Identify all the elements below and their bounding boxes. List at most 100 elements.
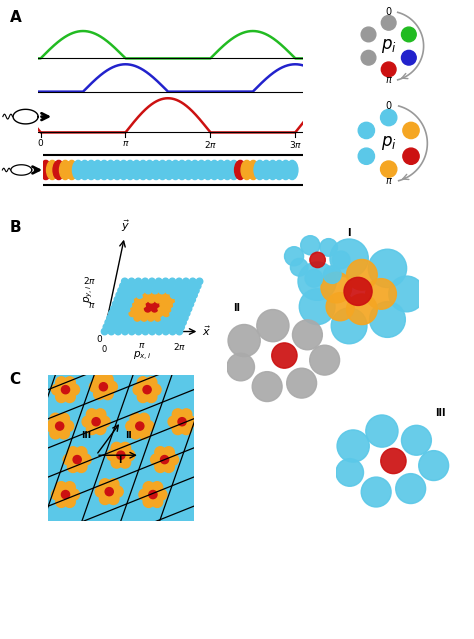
Circle shape xyxy=(182,314,188,321)
Circle shape xyxy=(64,392,75,403)
Circle shape xyxy=(119,457,131,468)
Circle shape xyxy=(178,324,184,330)
Text: $p_{y,i}$: $p_{y,i}$ xyxy=(82,285,95,304)
Circle shape xyxy=(381,62,396,77)
Text: $\vec{y}$: $\vec{y}$ xyxy=(121,219,130,235)
Circle shape xyxy=(108,493,119,505)
Circle shape xyxy=(261,160,272,180)
Circle shape xyxy=(139,319,146,326)
Circle shape xyxy=(161,456,169,464)
Circle shape xyxy=(119,301,126,307)
Circle shape xyxy=(168,314,174,321)
Circle shape xyxy=(280,160,292,180)
Circle shape xyxy=(137,377,148,388)
Circle shape xyxy=(133,384,144,395)
Circle shape xyxy=(139,301,146,307)
Circle shape xyxy=(143,385,151,394)
Circle shape xyxy=(111,160,123,180)
Circle shape xyxy=(138,428,150,439)
Circle shape xyxy=(85,160,97,180)
Circle shape xyxy=(381,449,406,473)
Text: II: II xyxy=(125,431,132,440)
Circle shape xyxy=(55,422,64,430)
Circle shape xyxy=(126,301,132,307)
Circle shape xyxy=(156,310,163,316)
Circle shape xyxy=(165,288,172,294)
Circle shape xyxy=(320,238,337,256)
Circle shape xyxy=(157,292,163,298)
Circle shape xyxy=(56,392,67,403)
Circle shape xyxy=(128,278,135,284)
Circle shape xyxy=(175,314,181,321)
Circle shape xyxy=(194,282,201,289)
Circle shape xyxy=(58,428,69,439)
Circle shape xyxy=(172,305,178,312)
Circle shape xyxy=(241,160,253,180)
Circle shape xyxy=(143,292,150,298)
Circle shape xyxy=(158,305,164,312)
Circle shape xyxy=(114,296,121,303)
Circle shape xyxy=(182,160,194,180)
Text: A: A xyxy=(9,10,21,24)
Circle shape xyxy=(164,292,170,298)
Circle shape xyxy=(95,409,106,420)
Circle shape xyxy=(107,314,113,321)
Circle shape xyxy=(323,266,341,284)
Circle shape xyxy=(127,314,134,321)
Circle shape xyxy=(56,482,67,493)
Circle shape xyxy=(116,292,122,298)
Circle shape xyxy=(396,473,426,504)
Circle shape xyxy=(321,272,352,303)
Circle shape xyxy=(179,288,185,294)
Circle shape xyxy=(95,486,106,497)
Circle shape xyxy=(159,319,166,326)
Circle shape xyxy=(162,278,169,284)
Circle shape xyxy=(174,282,181,289)
Circle shape xyxy=(64,377,75,388)
Circle shape xyxy=(140,282,146,289)
Circle shape xyxy=(145,305,151,312)
Circle shape xyxy=(63,420,73,431)
Circle shape xyxy=(80,454,91,465)
Circle shape xyxy=(129,310,136,316)
Circle shape xyxy=(143,420,154,431)
Circle shape xyxy=(159,288,165,294)
Circle shape xyxy=(125,288,131,294)
Circle shape xyxy=(381,15,396,30)
Circle shape xyxy=(109,310,115,316)
Circle shape xyxy=(156,489,167,500)
Circle shape xyxy=(147,282,154,289)
Circle shape xyxy=(139,489,150,500)
Circle shape xyxy=(181,424,192,435)
Circle shape xyxy=(172,288,179,294)
Circle shape xyxy=(50,428,61,439)
Circle shape xyxy=(121,278,128,284)
Circle shape xyxy=(176,328,182,335)
Circle shape xyxy=(173,424,183,435)
Circle shape xyxy=(86,409,98,420)
Circle shape xyxy=(99,160,110,180)
Circle shape xyxy=(189,160,201,180)
Circle shape xyxy=(155,314,161,321)
Circle shape xyxy=(126,319,132,326)
Circle shape xyxy=(56,377,67,388)
Circle shape xyxy=(155,278,162,284)
Circle shape xyxy=(102,389,113,399)
Circle shape xyxy=(185,305,192,312)
Circle shape xyxy=(107,450,118,461)
Circle shape xyxy=(106,381,118,392)
Circle shape xyxy=(183,310,190,316)
Text: $\pi$: $\pi$ xyxy=(385,176,392,186)
Circle shape xyxy=(117,451,125,459)
Circle shape xyxy=(361,50,376,65)
Circle shape xyxy=(52,489,63,500)
Circle shape xyxy=(165,305,172,312)
Circle shape xyxy=(135,296,141,303)
Circle shape xyxy=(176,160,188,180)
Circle shape xyxy=(169,296,175,303)
Circle shape xyxy=(134,314,140,321)
Circle shape xyxy=(100,493,110,505)
Circle shape xyxy=(95,424,106,435)
Circle shape xyxy=(155,447,166,458)
Text: I: I xyxy=(118,456,121,465)
